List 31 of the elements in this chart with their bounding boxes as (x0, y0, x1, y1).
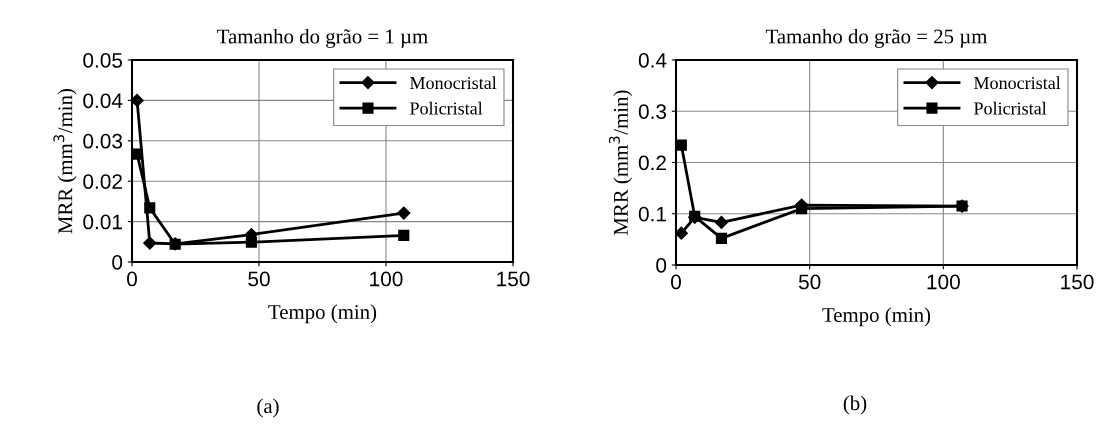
x-tick-label: 150 (497, 271, 530, 287)
y-tick-label: 0.04 (83, 93, 123, 109)
y-axis-title: MRR (mm$^{3}$/min) (608, 90, 633, 236)
y-tick-label: 0.02 (83, 174, 122, 189)
legend-label: Policristal (410, 101, 483, 115)
x-tick-label: 0 (671, 274, 681, 290)
text: (a) (257, 398, 279, 418)
y-tick-label: 0.3 (638, 104, 667, 119)
y-tick-label: 0 (112, 255, 123, 270)
x-tick-label: 100 (927, 274, 960, 290)
y-tick-label: 0.05 (83, 53, 123, 68)
text: (b) (843, 395, 867, 415)
legend-label: Monocristal (974, 76, 1061, 90)
y-axis-title: MRR (mm$^{3}$/min) (53, 88, 77, 234)
x-tick-label: 50 (248, 271, 270, 287)
x-axis-title: Tempo (min) (822, 307, 931, 327)
chart-title: Tamanho do grão = 1 µm (217, 28, 428, 48)
y-tick-label: 0.4 (638, 53, 667, 68)
legend-label: Monocristal (410, 76, 497, 90)
y-tick-label: 0.2 (638, 155, 666, 171)
y-tick-label: 0 (656, 258, 667, 273)
x-tick-label: 0 (127, 271, 137, 287)
y-tick-label: 0.01 (83, 214, 122, 230)
x-tick-label: 150 (1061, 274, 1094, 290)
chart-title: Tamanho do grão = 25 µm (765, 28, 988, 48)
y-tick-label: 0.1 (638, 206, 666, 222)
x-axis-title: Tempo (min) (268, 304, 377, 324)
x-tick-label: 50 (798, 274, 821, 290)
legend-label: Policristal (974, 101, 1047, 115)
x-tick-label: 100 (370, 271, 403, 287)
y-tick-label: 0.03 (83, 133, 123, 149)
